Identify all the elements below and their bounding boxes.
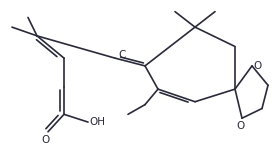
Text: O: O (41, 135, 49, 145)
Text: O: O (253, 61, 262, 71)
Text: O: O (237, 121, 245, 131)
Text: C: C (118, 50, 125, 60)
Text: OH: OH (90, 117, 105, 127)
